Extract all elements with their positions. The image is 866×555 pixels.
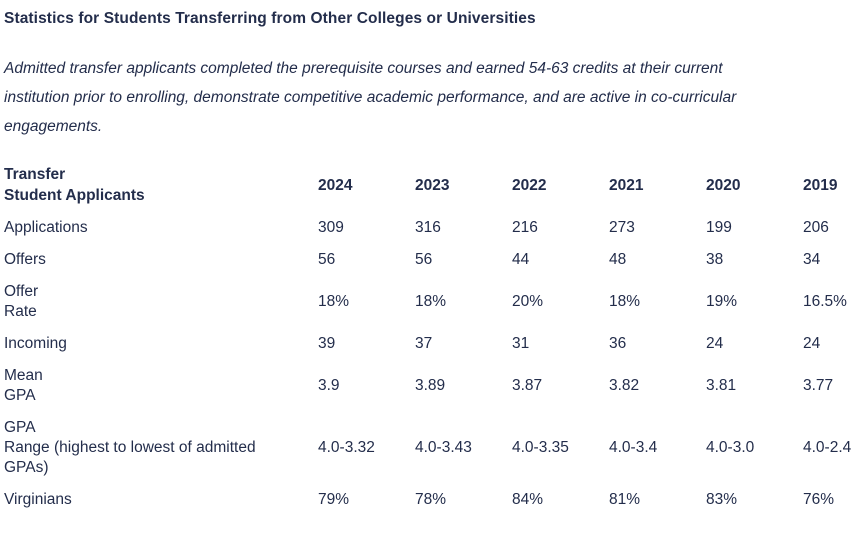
table-header-row: Transfer Student Applicants 2024 2023 20… (4, 158, 862, 212)
cell-value: 48 (609, 251, 627, 268)
cell-value: 309 (318, 219, 344, 236)
cell-value: 31 (512, 335, 530, 352)
cell-value: 199 (706, 219, 732, 236)
cell-value: 216 (512, 219, 538, 236)
transfer-stats-table: Transfer Student Applicants 2024 2023 20… (4, 158, 862, 516)
cell-value: 44 (512, 251, 530, 268)
row-label: Incoming (4, 335, 67, 352)
cell-value: 79% (318, 491, 350, 508)
cell-value: 16.5% (803, 293, 847, 310)
cell-value: 81% (609, 491, 641, 508)
year-header-2020: 2020 (706, 176, 741, 194)
row-label: GPA Range (highest to lowest of admitted… (4, 419, 256, 476)
cell-value: 3.77 (803, 377, 834, 394)
cell-value: 34 (803, 251, 821, 268)
year-header-2022: 2022 (512, 176, 547, 194)
cell-value: 4.0-3.32 (318, 439, 375, 456)
cell-value: 18% (609, 293, 641, 310)
year-header-2021: 2021 (609, 176, 644, 194)
table-row-incoming: Incoming 39 37 31 36 24 24 (4, 328, 862, 360)
cell-value: 78% (415, 491, 447, 508)
cell-value: 3.82 (609, 377, 640, 394)
page-title: Statistics for Students Transferring fro… (4, 10, 536, 27)
cell-value: 273 (609, 219, 635, 236)
cell-value: 3.89 (415, 377, 446, 394)
cell-value: 38 (706, 251, 724, 268)
cell-value: 4.0-3.35 (512, 439, 569, 456)
table-row-applications: Applications 309 316 216 273 199 206 (4, 212, 862, 244)
cell-value: 24 (706, 335, 724, 352)
row-label: Offer Rate (4, 283, 39, 320)
row-label: Applications (4, 219, 88, 236)
cell-value: 18% (318, 293, 350, 310)
table-row-gpa-range: GPA Range (highest to lowest of admitted… (4, 412, 862, 484)
cell-value: 36 (609, 335, 627, 352)
year-header-2024: 2024 (318, 176, 353, 194)
row-label: Virginians (4, 491, 72, 508)
year-header-2019: 2019 (803, 176, 838, 194)
cell-value: 19% (706, 293, 738, 310)
cell-value: 20% (512, 293, 544, 310)
cell-value: 206 (803, 219, 829, 236)
table-row-mean-gpa: Mean GPA 3.9 3.89 3.87 3.82 3.81 3.77 (4, 360, 862, 412)
year-header-2023: 2023 (415, 176, 450, 194)
cell-value: 83% (706, 491, 738, 508)
cell-value: 76% (803, 491, 835, 508)
cell-value: 4.0-2.4 (803, 439, 852, 456)
cell-value: 4.0-3.4 (609, 439, 658, 456)
table-row-virginians: Virginians 79% 78% 84% 81% 83% 76% (4, 484, 862, 516)
row-label: Mean GPA (4, 367, 43, 404)
cell-value: 3.81 (706, 377, 737, 394)
cell-value: 4.0-3.0 (706, 439, 755, 456)
cell-value: 3.87 (512, 377, 543, 394)
table-header-label: Transfer Student Applicants (4, 166, 145, 204)
cell-value: 4.0-3.43 (415, 439, 472, 456)
intro-paragraph: Admitted transfer applicants completed t… (4, 60, 737, 135)
row-label: Offers (4, 251, 46, 268)
cell-value: 56 (318, 251, 336, 268)
cell-value: 18% (415, 293, 447, 310)
cell-value: 24 (803, 335, 821, 352)
cell-value: 37 (415, 335, 433, 352)
table-row-offer-rate: Offer Rate 18% 18% 20% 18% 19% 16.5% (4, 276, 862, 328)
cell-value: 84% (512, 491, 544, 508)
cell-value: 56 (415, 251, 433, 268)
cell-value: 39 (318, 335, 336, 352)
cell-value: 3.9 (318, 377, 340, 394)
table-row-offers: Offers 56 56 44 48 38 34 (4, 244, 862, 276)
cell-value: 316 (415, 219, 441, 236)
